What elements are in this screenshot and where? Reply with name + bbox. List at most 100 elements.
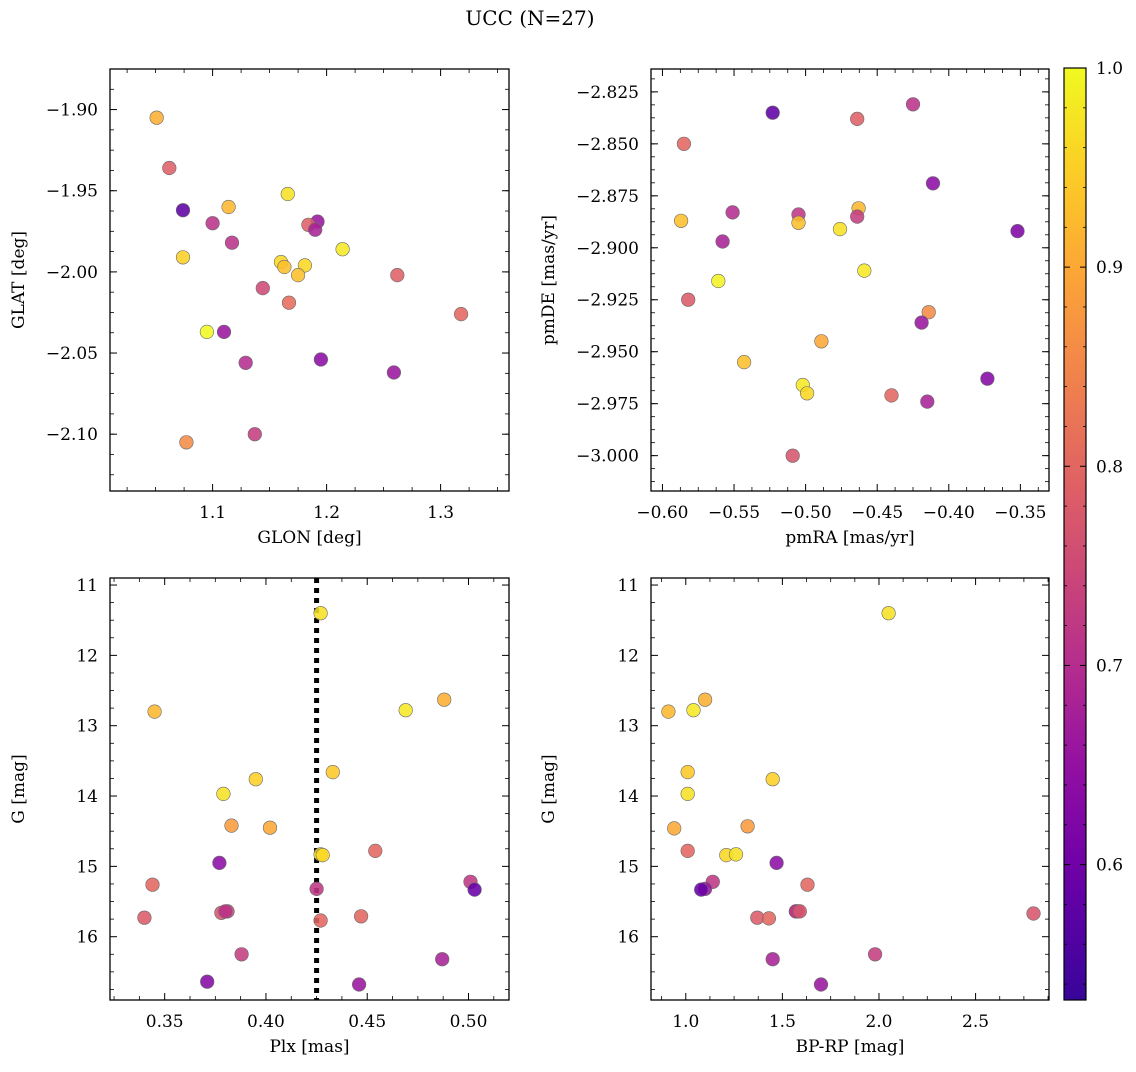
- x-axis-label: pmRA [mas/yr]: [785, 528, 914, 548]
- data-point: [467, 882, 482, 897]
- y-tick-label: 14: [617, 787, 639, 807]
- data-point: [769, 855, 784, 871]
- data-point: [681, 292, 696, 307]
- data-point: [785, 448, 800, 463]
- data-point: [673, 213, 689, 228]
- data-point: [813, 977, 829, 992]
- y-tick-label: 15: [76, 857, 98, 877]
- data-point: [352, 977, 367, 992]
- data-point: [149, 110, 164, 125]
- x-tick-label: 0.50: [450, 1012, 488, 1032]
- scatter-points: [149, 110, 469, 450]
- data-point: [335, 242, 350, 257]
- data-point: [218, 904, 233, 919]
- data-point: [791, 215, 806, 230]
- y-axis-label: pmDE [mas/yr]: [539, 215, 559, 345]
- data-point: [234, 947, 249, 962]
- colorbar-tick-label: 0.9: [1096, 258, 1123, 278]
- data-point: [248, 772, 263, 787]
- data-point: [920, 394, 935, 409]
- panel-1: 1.1 1.2 1.3 −1.90 −1.95 −2.00 −2.05 −2.10 GLON […: [9, 68, 510, 548]
- data-point: [736, 355, 752, 370]
- y-tick-label: −2.825: [576, 83, 639, 103]
- y-axis-label: G [mag]: [9, 754, 29, 823]
- scatter-points: [137, 606, 482, 992]
- data-point: [216, 786, 231, 802]
- panel-4: 1.0 1.5 2.0 2.5 11 12 13 14 15 16 BP-RP [mag] G [ma…: [539, 576, 1050, 1057]
- y-tick-label: 14: [76, 787, 98, 807]
- colorbar-tick-label: 0.6: [1096, 856, 1123, 876]
- x-tick-label: 1.3: [427, 503, 454, 523]
- axes-frame: [109, 68, 510, 492]
- data-point: [725, 205, 740, 220]
- y-tick-label: −2.975: [576, 395, 639, 415]
- x-tick-label: 0.40: [247, 1012, 285, 1032]
- y-tick-label: 16: [76, 928, 98, 948]
- x-axis-label: BP-RP [mag]: [796, 1037, 905, 1057]
- data-point: [832, 222, 848, 237]
- y-tick-label: −2.950: [576, 343, 639, 363]
- y-tick-label: 15: [617, 857, 639, 877]
- x-tick-label: −0.55: [708, 503, 760, 523]
- data-point: [799, 386, 815, 401]
- data-point: [390, 268, 405, 283]
- y-tick-label: −2.05: [46, 344, 98, 364]
- panel-2: −0.60 −0.55 −0.50 −0.45 −0.40 −0.35 −2.825 −2.8…: [539, 68, 1050, 548]
- x-tick-label: −0.40: [923, 503, 975, 523]
- data-point: [309, 881, 324, 897]
- data-point: [205, 216, 220, 231]
- data-point: [697, 692, 713, 707]
- data-point: [179, 435, 194, 450]
- colorbar: 0.6 0.7 0.8 0.9 1.0: [1063, 59, 1123, 1001]
- data-point: [715, 234, 730, 249]
- data-point: [137, 910, 152, 925]
- data-point: [740, 819, 755, 834]
- axes-frame: [650, 68, 1050, 492]
- data-point: [386, 365, 402, 380]
- data-point: [199, 324, 214, 340]
- y-tick-label: −2.10: [46, 425, 98, 445]
- data-point: [680, 786, 695, 802]
- data-point: [224, 235, 240, 250]
- data-point: [661, 704, 676, 719]
- data-point: [308, 222, 323, 237]
- scatter-points: [673, 97, 1025, 463]
- y-axis-label: G [mag]: [539, 754, 559, 823]
- data-point: [325, 764, 340, 780]
- colorbar-tick-label: 0.7: [1096, 656, 1123, 676]
- data-point: [454, 307, 469, 322]
- data-point: [175, 203, 191, 218]
- figure-title: UCC (N=27): [465, 6, 595, 30]
- data-point: [905, 97, 921, 112]
- colorbar-tick-label: 0.8: [1096, 457, 1123, 477]
- x-tick-label: 1.0: [672, 1012, 699, 1032]
- y-tick-label: −1.90: [46, 101, 98, 121]
- y-tick-label: 11: [617, 576, 639, 596]
- data-point: [680, 843, 695, 859]
- data-point: [765, 952, 780, 967]
- data-point: [315, 847, 330, 863]
- y-tick-label: −2.925: [576, 291, 639, 311]
- data-point: [765, 772, 780, 787]
- data-point: [247, 427, 262, 442]
- data-point: [800, 877, 815, 892]
- data-point: [814, 334, 829, 349]
- data-point: [686, 703, 701, 718]
- data-point: [850, 209, 865, 224]
- data-point: [224, 818, 239, 833]
- data-point: [711, 273, 726, 289]
- x-tick-label: 1.1: [199, 503, 226, 523]
- data-point: [676, 136, 692, 151]
- data-point: [398, 703, 413, 718]
- x-tick-label: −0.35: [994, 503, 1046, 523]
- y-tick-label: −1.95: [46, 182, 98, 202]
- data-point: [867, 947, 883, 962]
- data-point: [728, 847, 744, 862]
- data-point: [175, 250, 191, 265]
- data-point: [212, 855, 227, 871]
- data-point: [1010, 224, 1025, 239]
- data-point: [435, 952, 450, 967]
- data-point: [216, 324, 232, 340]
- colorbar-tick-label: 1.0: [1096, 59, 1123, 79]
